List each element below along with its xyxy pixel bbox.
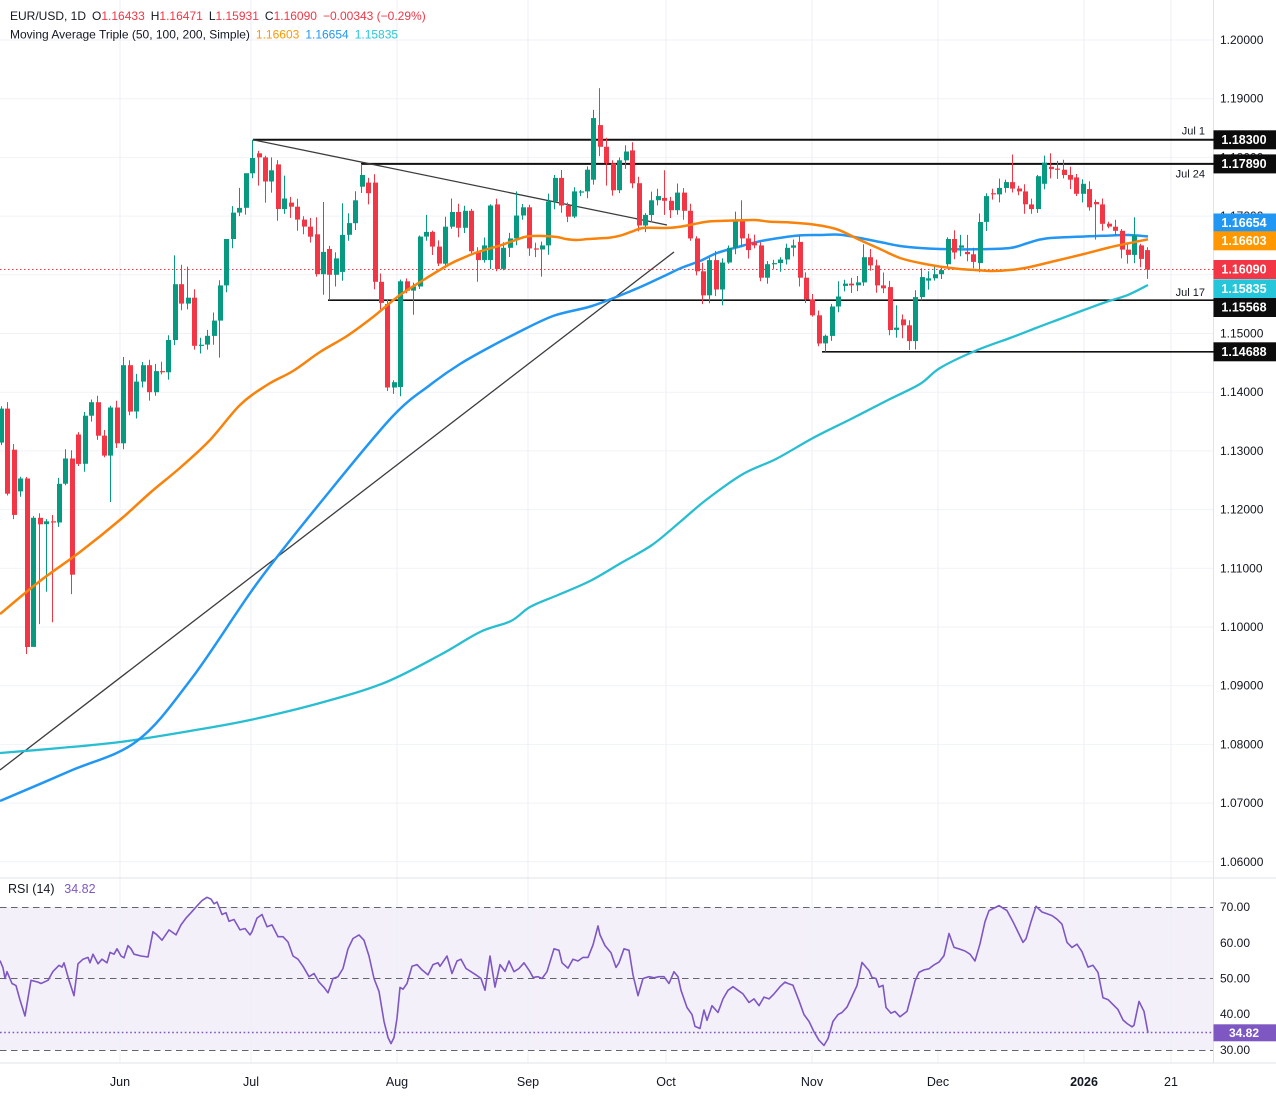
svg-text:1.19000: 1.19000	[1220, 92, 1264, 106]
svg-text:1.15000: 1.15000	[1220, 327, 1264, 341]
svg-text:Dec: Dec	[927, 1075, 949, 1089]
svg-text:1.07000: 1.07000	[1220, 796, 1264, 810]
svg-text:1.18300: 1.18300	[1221, 133, 1266, 147]
svg-text:1.15568: 1.15568	[1221, 301, 1266, 315]
svg-text:Aug: Aug	[386, 1075, 408, 1089]
svg-text:EUR/USD, 1D O1.16433 H1.16471: EUR/USD, 1D O1.16433 H1.16471 L1.15931 C…	[10, 9, 426, 23]
svg-text:1.12000: 1.12000	[1220, 503, 1264, 517]
svg-text:Jul: Jul	[243, 1075, 259, 1089]
svg-text:RSI (14) 34.82: RSI (14) 34.82	[8, 882, 96, 896]
svg-text:1.08000: 1.08000	[1220, 737, 1264, 751]
svg-text:Moving Average Triple (50, 100: Moving Average Triple (50, 100, 200, Sim…	[10, 28, 398, 42]
svg-text:Oct: Oct	[656, 1075, 676, 1089]
svg-text:Sep: Sep	[517, 1075, 539, 1089]
svg-text:30.00: 30.00	[1220, 1043, 1250, 1057]
svg-text:2026: 2026	[1070, 1075, 1098, 1089]
svg-text:1.17890: 1.17890	[1221, 157, 1266, 171]
svg-text:1.10000: 1.10000	[1220, 620, 1264, 634]
svg-text:21: 21	[1164, 1075, 1178, 1089]
svg-text:Jul 17: Jul 17	[1176, 287, 1205, 299]
svg-text:34.82: 34.82	[1229, 1026, 1259, 1040]
svg-text:60.00: 60.00	[1220, 936, 1250, 950]
svg-text:Jul 1: Jul 1	[1182, 126, 1205, 138]
svg-text:1.16090: 1.16090	[1221, 263, 1266, 277]
svg-text:1.06000: 1.06000	[1220, 855, 1264, 869]
svg-text:Jun: Jun	[110, 1075, 130, 1089]
svg-text:1.15835: 1.15835	[1221, 282, 1266, 296]
svg-text:50.00: 50.00	[1220, 972, 1250, 986]
svg-text:1.13000: 1.13000	[1220, 444, 1264, 458]
svg-text:1.14000: 1.14000	[1220, 385, 1264, 399]
svg-text:Nov: Nov	[801, 1075, 824, 1089]
svg-text:70.00: 70.00	[1220, 900, 1250, 914]
svg-text:1.20000: 1.20000	[1220, 33, 1264, 47]
svg-text:1.09000: 1.09000	[1220, 679, 1264, 693]
svg-text:Jul 24: Jul 24	[1176, 169, 1205, 181]
svg-text:1.16654: 1.16654	[1221, 216, 1266, 230]
svg-text:1.14688: 1.14688	[1221, 345, 1266, 359]
svg-text:1.11000: 1.11000	[1220, 561, 1263, 575]
svg-text:1.16603: 1.16603	[1221, 234, 1266, 248]
svg-text:40.00: 40.00	[1220, 1007, 1250, 1021]
